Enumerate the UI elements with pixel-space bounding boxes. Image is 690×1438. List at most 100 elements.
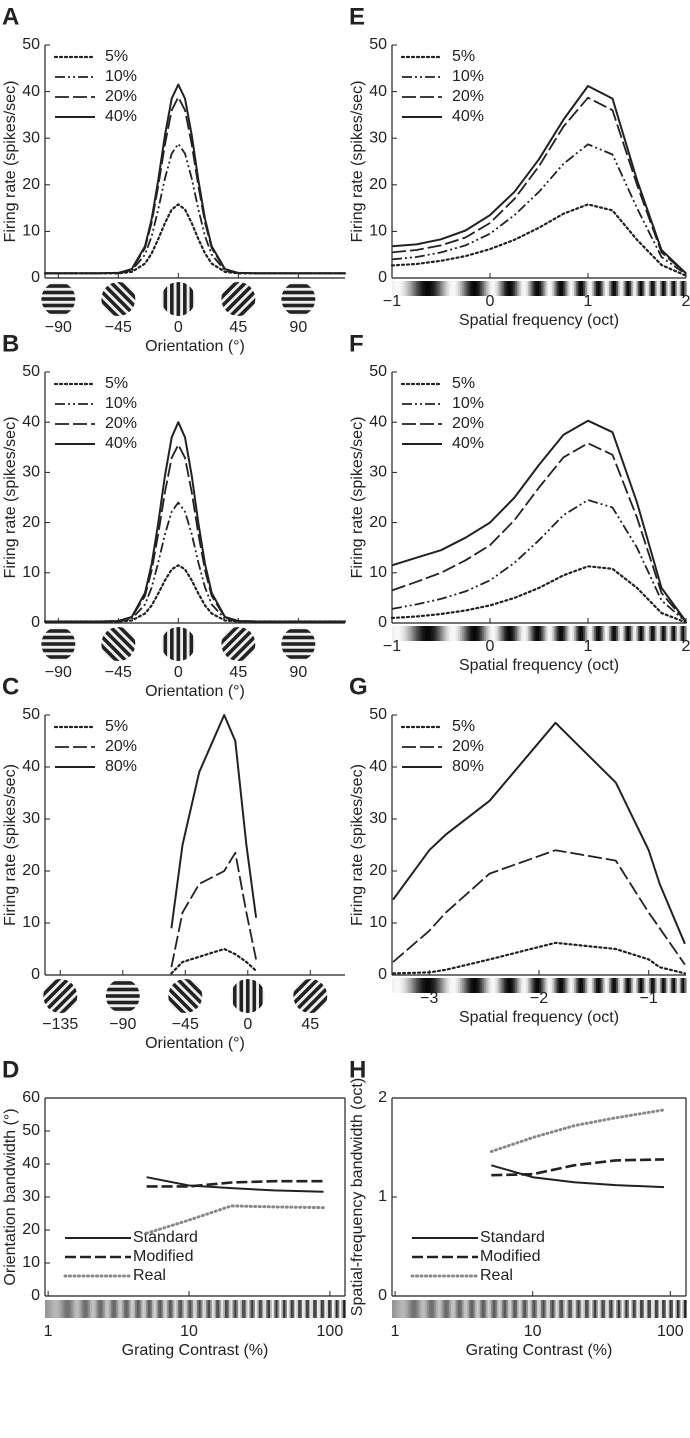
strip-cell <box>540 626 544 641</box>
strip-cell <box>393 626 397 641</box>
strip-cell <box>630 626 634 641</box>
strip-cell <box>187 1300 190 1318</box>
series-line <box>146 1179 324 1188</box>
strip-cell <box>482 281 485 296</box>
strip-cell <box>636 1300 639 1318</box>
stripe <box>203 619 207 669</box>
legend-label: 10% <box>452 68 484 85</box>
strip-cell <box>430 626 434 641</box>
strip-cell <box>288 1300 292 1318</box>
strip-cell <box>616 281 619 296</box>
strip-cell <box>592 978 595 993</box>
strip-cell <box>410 978 413 993</box>
strip-cell <box>572 978 575 993</box>
strip-cell <box>625 978 628 993</box>
strip-cell <box>482 978 485 993</box>
strip-cell <box>498 1300 502 1318</box>
strip-cell <box>487 626 490 641</box>
strip-cell <box>527 978 531 993</box>
strip-cell <box>603 1300 606 1318</box>
strip-cell <box>539 1300 542 1318</box>
strip-cell <box>606 1300 610 1318</box>
strip-cell <box>428 978 432 993</box>
strip-cell <box>151 1300 155 1318</box>
strip-cell <box>641 626 645 641</box>
grating-stripes <box>232 971 282 1021</box>
strip-cell <box>467 281 470 296</box>
strip-cell <box>520 626 524 641</box>
strip-cell <box>515 626 518 641</box>
x-tick-label: 0 <box>174 664 183 681</box>
strip-cell <box>507 281 511 296</box>
strip-cell <box>412 281 415 296</box>
stripe <box>232 979 237 1013</box>
y-tick-label: 40 <box>369 413 387 430</box>
strip-cell <box>662 281 665 296</box>
stripe <box>175 979 203 1006</box>
strip-cell <box>476 281 479 296</box>
strip-cell <box>667 281 671 296</box>
y-tick-label: 1 <box>378 1188 387 1205</box>
strip-cell <box>487 1300 490 1318</box>
strip-cell <box>559 626 562 641</box>
strip-cell <box>526 978 529 993</box>
stripe <box>170 282 174 316</box>
strip-cell <box>652 1300 656 1318</box>
stripe <box>33 610 83 614</box>
strip-cell <box>537 1300 540 1318</box>
strip-cell <box>605 626 608 641</box>
stripe <box>168 981 200 1013</box>
strip-cell <box>601 626 604 641</box>
stripe <box>273 610 323 614</box>
stripe <box>168 986 196 1013</box>
strip-cell <box>621 1300 625 1318</box>
strip-cell <box>208 1300 211 1318</box>
strip-cell <box>494 1300 498 1318</box>
legend-label: 20% <box>452 738 484 755</box>
strip-cell <box>638 626 641 641</box>
stripe <box>278 971 282 1021</box>
strip-cell <box>430 1300 434 1318</box>
strip-cell <box>339 1300 342 1318</box>
strip-cell <box>463 281 467 296</box>
strip-cell <box>583 281 586 296</box>
strip-cell <box>575 626 579 641</box>
strip-cell <box>392 978 395 993</box>
strip-cell <box>678 1300 682 1318</box>
strip-cell <box>581 1300 584 1318</box>
strip-cell <box>447 978 450 993</box>
x-axis-label: Grating Contrast (%) <box>466 1342 613 1359</box>
strip-cell <box>645 978 649 993</box>
strip-cell <box>417 281 421 296</box>
strip-cell <box>425 978 428 993</box>
series-line <box>43 564 347 623</box>
strip-cell <box>255 1300 258 1318</box>
strip-cell <box>595 1300 599 1318</box>
series-line <box>170 714 258 929</box>
strip-cell <box>480 281 483 296</box>
strip-cell <box>471 281 474 296</box>
strip-cell <box>136 1300 140 1318</box>
strip-cell <box>658 626 661 641</box>
strip-cell <box>408 1300 411 1318</box>
stripe <box>43 979 78 1013</box>
strip-cell <box>399 978 402 993</box>
x-tick-label: 1 <box>44 1323 53 1340</box>
strip-cell <box>439 1300 443 1318</box>
strip-cell <box>452 281 456 296</box>
strip-cell <box>474 978 478 993</box>
strip-cell <box>183 1300 187 1318</box>
strip-cell <box>673 281 676 296</box>
strip-cell <box>588 626 592 641</box>
strip-cell <box>550 281 553 296</box>
strip-cell <box>583 978 586 993</box>
strip-cell <box>520 1300 524 1318</box>
strip-cell <box>537 281 540 296</box>
strip-cell <box>441 978 445 993</box>
strip-cell <box>513 626 516 641</box>
strip-cell <box>550 1300 553 1318</box>
x-tick-label: 100 <box>657 1323 684 1340</box>
strip-cell <box>258 1300 262 1318</box>
strip-cell <box>196 1300 200 1318</box>
stripe <box>281 642 316 646</box>
